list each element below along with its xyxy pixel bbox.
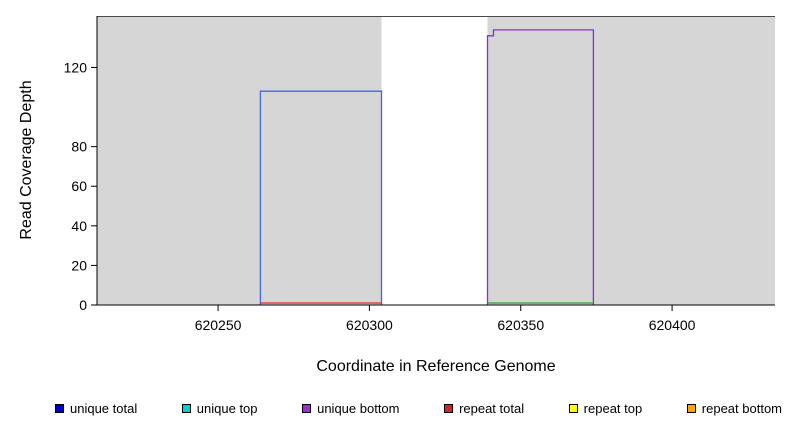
y-tick-label: 0 <box>79 297 87 313</box>
total-coverage-region <box>97 16 382 305</box>
legend-swatch <box>568 403 578 413</box>
legend-label: unique bottom <box>317 400 400 416</box>
x-tick-label: 620400 <box>649 317 696 333</box>
legend-label: repeat top <box>583 400 643 416</box>
legend-item: unique total <box>55 401 137 416</box>
plot-area: 620250 620300 620350 620400 0 20 40 60 80 120 <box>64 16 775 333</box>
legend-item: unique bottom <box>302 400 400 416</box>
legend-item: repeat total <box>444 401 524 416</box>
series-unique-bottom <box>486 29 595 305</box>
legend-label: repeat total <box>459 400 525 416</box>
x-tick-label: 620250 <box>195 317 242 333</box>
legend-swatch <box>444 403 454 413</box>
y-tick-label: 80 <box>71 139 87 155</box>
legend-swatch <box>302 403 312 413</box>
legend-label: repeat bottom <box>701 400 782 416</box>
legend-swatch <box>686 403 696 413</box>
legend-label: unique top <box>196 400 258 416</box>
y-tick-label: 40 <box>71 218 87 234</box>
x-tick-label: 620350 <box>497 317 544 333</box>
legend-swatch <box>181 403 191 413</box>
legend: unique total unique top unique bottom repea… <box>55 398 782 418</box>
y-tick-label: 60 <box>71 178 87 194</box>
total-coverage-region <box>487 16 775 305</box>
x-axis-title: Coordinate in Reference Genome <box>316 358 556 375</box>
legend-label: unique total <box>70 400 138 416</box>
legend-item: repeat top <box>568 400 643 416</box>
y-axis-title: Read Coverage Depth <box>18 80 35 240</box>
y-tick-label: 120 <box>64 59 88 75</box>
legend-swatch <box>55 403 64 413</box>
x-tick-label: 620300 <box>346 317 393 333</box>
legend-item: unique top <box>181 400 258 416</box>
series-unique-total <box>259 90 383 305</box>
y-tick-label: 20 <box>71 257 87 273</box>
legend-item: repeat bottom <box>686 400 782 416</box>
